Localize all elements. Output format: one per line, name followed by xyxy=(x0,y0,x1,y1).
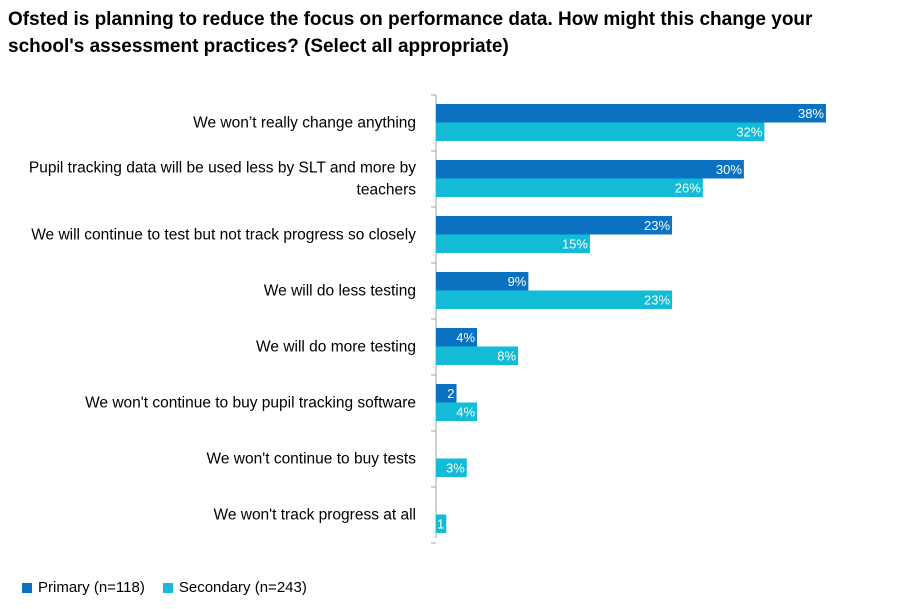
data-label: 8% xyxy=(497,349,516,364)
category-label: We won't track progress at all xyxy=(213,507,416,524)
bar-secondary xyxy=(436,234,590,253)
category-label: Pupil tracking data will be used less by… xyxy=(29,160,416,177)
bar-secondary xyxy=(436,122,765,141)
data-label: 15% xyxy=(562,237,588,252)
bar-primary xyxy=(436,160,744,179)
data-label: 23% xyxy=(644,218,670,233)
category-label: teachers xyxy=(357,182,417,199)
data-label: 2 xyxy=(447,386,454,401)
category-label: We will continue to test but not track p… xyxy=(31,227,416,244)
legend-swatch-secondary xyxy=(162,582,173,593)
bar-primary xyxy=(436,328,478,347)
data-label: 30% xyxy=(716,162,742,177)
legend-label-secondary: Secondary (n=243) xyxy=(178,579,307,596)
category-label: We won't continue to buy tests xyxy=(207,451,417,468)
bar-secondary xyxy=(436,514,447,533)
legend-label-primary: Primary (n=118) xyxy=(38,579,145,596)
legend: Primary (n=118) Secondary (n=243) xyxy=(22,579,325,596)
data-label: 4% xyxy=(456,330,475,345)
data-label: 38% xyxy=(798,106,824,121)
data-label: 1 xyxy=(437,517,444,532)
data-label: 32% xyxy=(736,125,762,140)
data-label: 3% xyxy=(446,461,465,476)
bar-secondary xyxy=(436,178,703,197)
bar-primary xyxy=(436,272,529,291)
legend-swatch-primary xyxy=(22,582,32,593)
bar-secondary xyxy=(436,458,467,477)
legend-item-secondary: Secondary (n=243) xyxy=(162,579,307,596)
bar-primary xyxy=(436,216,673,235)
data-label: 9% xyxy=(508,274,527,289)
data-label: 4% xyxy=(456,405,475,420)
data-label: 26% xyxy=(675,181,701,196)
legend-item-primary: Primary (n=118) xyxy=(22,579,145,596)
bar-secondary xyxy=(436,346,519,365)
bar-secondary xyxy=(436,290,673,309)
category-label: We won't continue to buy pupil tracking … xyxy=(85,395,416,412)
category-label: We won’t really change anything xyxy=(193,115,416,132)
category-label: We will do less testing xyxy=(264,283,416,300)
chart-title: Ofsted is planning to reduce the focus o… xyxy=(8,9,813,57)
category-label: We will do more testing xyxy=(256,339,416,356)
bar-primary xyxy=(436,104,826,123)
bar-primary xyxy=(436,384,457,403)
bar-secondary xyxy=(436,402,478,421)
data-label: 23% xyxy=(644,293,670,308)
